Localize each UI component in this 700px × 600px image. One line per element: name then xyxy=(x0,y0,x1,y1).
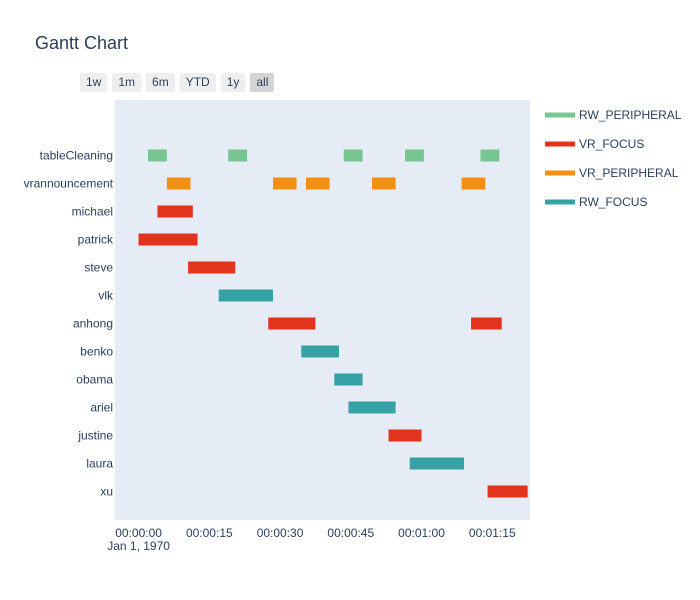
legend-label-vr-focus[interactable]: VR_FOCUS xyxy=(579,137,644,151)
gantt-bar-rw-focus[interactable] xyxy=(218,289,273,302)
range-button-all[interactable]: all xyxy=(250,73,275,92)
x-tick-sublabel: Jan 1, 1970 xyxy=(107,539,170,553)
range-button-6m[interactable]: 6m xyxy=(146,73,175,92)
gantt-bar-vr-focus[interactable] xyxy=(157,205,193,218)
range-button-1w[interactable]: 1w xyxy=(80,73,108,92)
legend-label-vr-peripheral[interactable]: VR_PERIPHERAL xyxy=(579,166,679,180)
y-tick-label-laura: laura xyxy=(86,457,113,471)
gantt-bar-vr-focus[interactable] xyxy=(268,317,316,330)
x-tick-label: 00:00:30 xyxy=(257,526,304,540)
gantt-bar-rw-focus[interactable] xyxy=(348,401,396,414)
gantt-bar-vr-peripheral[interactable] xyxy=(372,177,396,190)
gantt-bar-rw-focus[interactable] xyxy=(334,373,363,386)
y-tick-label-benko: benko xyxy=(80,345,113,359)
range-button-1m[interactable]: 1m xyxy=(112,73,142,92)
gantt-bar-vr-focus[interactable] xyxy=(188,261,236,274)
gantt-bar-vr-focus[interactable] xyxy=(388,429,422,442)
gantt-bar-rw-focus[interactable] xyxy=(301,345,340,358)
gantt-bar-vr-peripheral[interactable] xyxy=(461,177,486,190)
legend-label-rw-peripheral[interactable]: RW_PERIPHERAL xyxy=(579,108,682,122)
gantt-bar-rw-peripheral[interactable] xyxy=(405,149,424,162)
gantt-bar-rw-peripheral[interactable] xyxy=(343,149,363,162)
y-tick-label-vrannouncement: vrannouncement xyxy=(24,177,114,191)
y-tick-label-tablecleaning: tableCleaning xyxy=(40,149,113,163)
y-tick-label-anhong: anhong xyxy=(73,317,113,331)
gantt-bar-rw-peripheral[interactable] xyxy=(480,149,500,162)
gantt-bar-rw-peripheral[interactable] xyxy=(228,149,248,162)
gantt-bar-vr-focus[interactable] xyxy=(138,233,198,246)
y-tick-label-patrick: patrick xyxy=(78,233,114,247)
gantt-bar-vr-focus[interactable] xyxy=(487,485,528,498)
y-tick-label-justine: justine xyxy=(77,429,113,443)
y-tick-label-steve: steve xyxy=(84,261,113,275)
range-button-1y[interactable]: 1y xyxy=(220,73,246,92)
x-tick-label: 00:00:15 xyxy=(186,526,233,540)
gantt-bar-rw-focus[interactable] xyxy=(409,457,464,470)
y-tick-label-ariel: ariel xyxy=(90,401,113,415)
gantt-bar-vr-peripheral[interactable] xyxy=(272,177,297,190)
legend-label-rw-focus[interactable]: RW_FOCUS xyxy=(579,195,647,209)
gantt-bar-vr-peripheral[interactable] xyxy=(305,177,330,190)
plot-area xyxy=(115,100,530,520)
x-tick-label: 00:01:15 xyxy=(469,526,516,540)
y-tick-label-michael: michael xyxy=(72,205,113,219)
y-tick-label-obama: obama xyxy=(76,373,113,387)
gantt-bar-rw-peripheral[interactable] xyxy=(148,149,167,162)
y-tick-label-xu: xu xyxy=(100,485,113,499)
y-tick-label-vlk: vlk xyxy=(98,289,114,303)
range-button-ytd[interactable]: YTD xyxy=(179,73,216,92)
x-tick-label: 00:00:00 xyxy=(115,526,162,540)
gantt-bar-vr-peripheral[interactable] xyxy=(166,177,191,190)
gantt-bar-vr-focus[interactable] xyxy=(471,317,502,330)
chart-title: Gantt Chart xyxy=(35,33,129,53)
x-tick-label: 00:01:00 xyxy=(398,526,445,540)
range-selector: 1w 1m 6m YTD 1y all xyxy=(80,73,275,92)
x-tick-label: 00:00:45 xyxy=(327,526,374,540)
